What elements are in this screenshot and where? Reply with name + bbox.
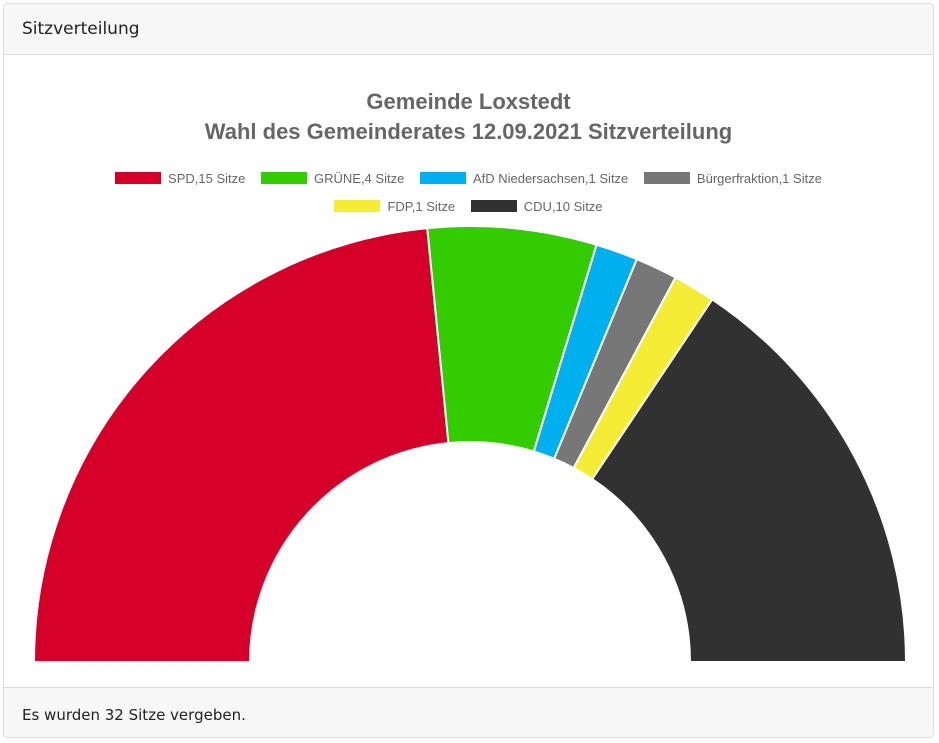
legend-label-gruene: GRÜNE,4 Sitze (314, 171, 405, 186)
legend-label-spd: SPD,15 Sitze (168, 171, 246, 186)
legend-row-1: SPD,15 Sitze GRÜNE,4 Sitze AfD Niedersac… (4, 171, 933, 199)
legend-swatch-gruene (261, 172, 307, 184)
legend-item-cdu[interactable]: CDU,10 Sitze (470, 199, 603, 214)
slice-cdu[interactable] (590, 298, 908, 663)
chart-area: Gemeinde Loxstedt Wahl des Gemeinderates… (4, 55, 933, 687)
chart-slices (32, 225, 908, 663)
legend-label-afd: AfD Niedersachsen,1 Sitze (472, 171, 629, 186)
legend-item-spd[interactable]: SPD,15 Sitze (115, 171, 245, 186)
card-title: Sitzverteilung (22, 19, 140, 39)
legend-swatch-buergerfraktion (643, 172, 690, 184)
legend-item-fdp[interactable]: FDP,1 Sitze (334, 199, 455, 214)
chart-title-line-2: Wahl des Gemeinderates 12.09.2021 Sitzve… (204, 119, 733, 144)
legend-label-cdu: CDU,10 Sitze (523, 199, 603, 214)
seat-total-text: Es wurden 32 Sitze vergeben. (22, 706, 246, 724)
legend-label-fdp: FDP,1 Sitze (387, 199, 456, 214)
chart-legend: SPD,15 Sitze GRÜNE,4 Sitze AfD Niedersac… (4, 171, 933, 227)
slice-spd[interactable] (32, 227, 450, 663)
seat-distribution-card: Sitzverteilung Gemeinde Loxstedt Wahl de… (3, 3, 934, 738)
legend-row-2: FDP,1 Sitze CDU,10 Sitze (4, 199, 933, 227)
legend-swatch-spd (115, 172, 162, 184)
half-doughnut-chart (32, 225, 908, 663)
card-header: Sitzverteilung (4, 4, 933, 55)
legend-label-buergerfraktion: Bürgerfraktion,1 Sitze (696, 171, 822, 186)
legend-item-afd[interactable]: AfD Niedersachsen,1 Sitze (419, 171, 629, 186)
legend-item-buergerfraktion[interactable]: Bürgerfraktion,1 Sitze (643, 171, 822, 186)
card-footer: Es wurden 32 Sitze vergeben. (4, 687, 933, 737)
legend-swatch-cdu (470, 200, 517, 212)
legend-item-gruene[interactable]: GRÜNE,4 Sitze (261, 171, 404, 186)
legend-swatch-fdp (334, 200, 381, 212)
legend-swatch-afd (419, 172, 466, 184)
chart-title-line-1: Gemeinde Loxstedt (366, 89, 571, 114)
